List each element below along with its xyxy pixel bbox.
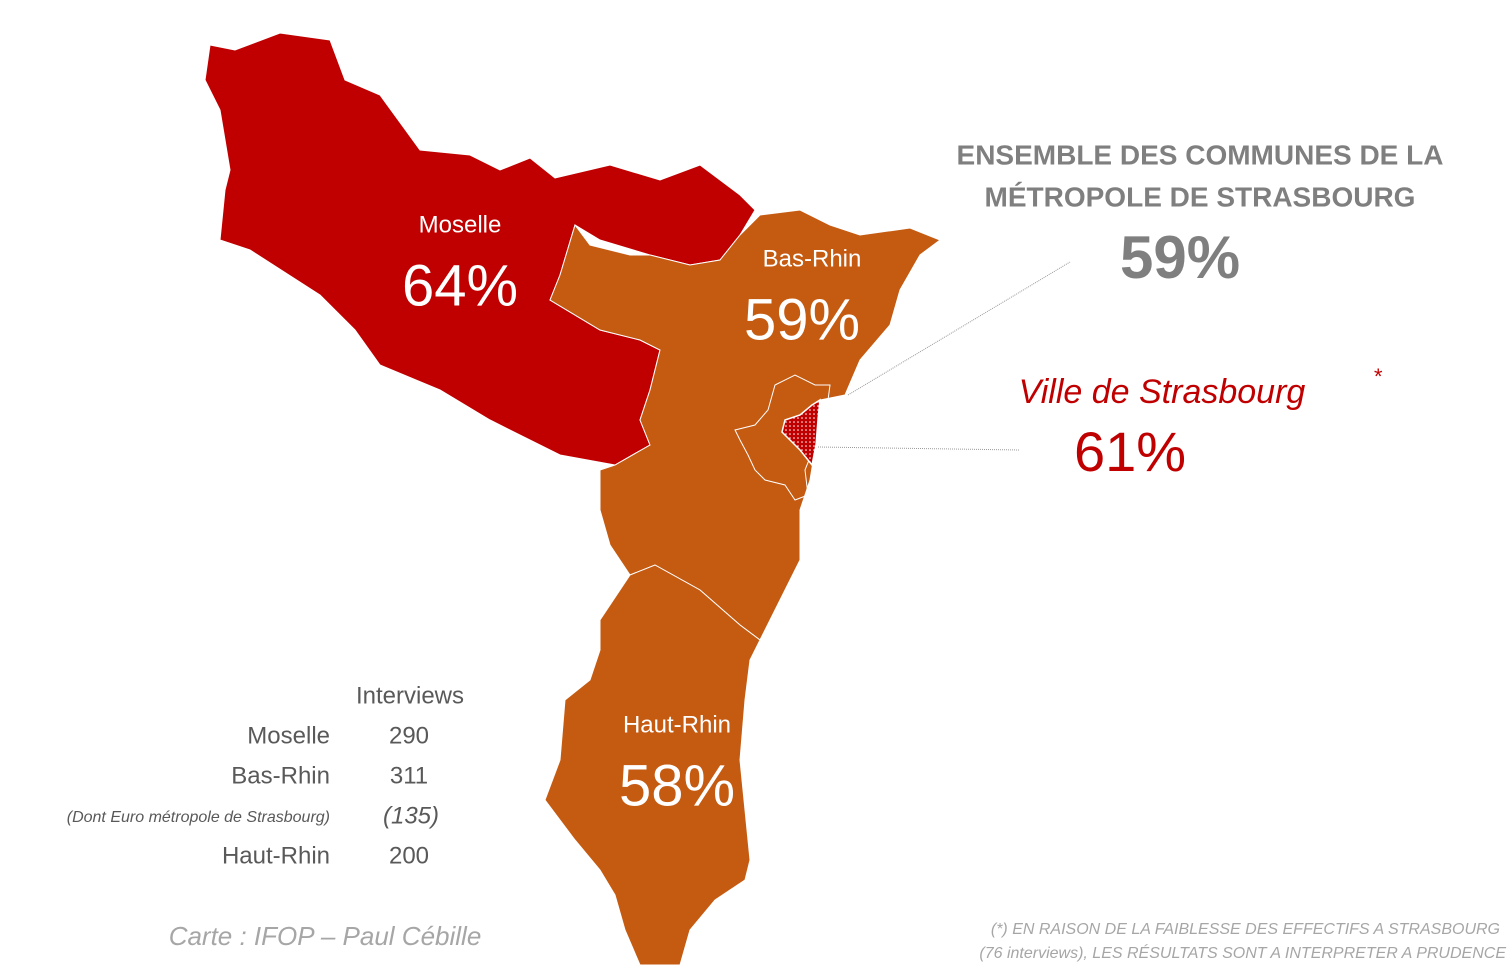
region-value: 64% xyxy=(402,253,518,318)
leader-line xyxy=(817,446,1021,451)
row-value: (135) xyxy=(383,802,439,829)
region-name: Bas-Rhin xyxy=(763,245,862,272)
region-name: Moselle xyxy=(419,211,502,238)
region-value: 58% xyxy=(619,753,735,818)
metropole-title: MÉTROPOLE DE STRASBOURG xyxy=(985,181,1416,212)
credit: Carte : IFOP – Paul Cébille xyxy=(169,921,482,951)
footnote: (76 interviews), LES RÉSULTATS SONT A IN… xyxy=(979,943,1506,962)
interviews-table: Interviews Moselle 290 Bas-Rhin 311 (Don… xyxy=(67,682,464,869)
table-header: Interviews xyxy=(356,682,464,709)
eurometropole-outline xyxy=(734,374,831,501)
metropole-value: 59% xyxy=(1120,224,1240,291)
footnote: (*) EN RAISON DE LA FAIBLESSE DES EFFECT… xyxy=(991,921,1500,938)
ville-value: 61% xyxy=(1074,420,1186,483)
row-value: 200 xyxy=(389,842,429,869)
strasbourg-city xyxy=(781,398,821,467)
bas-rhin-region xyxy=(549,209,942,641)
row-label: (Dont Euro métropole de Strasbourg) xyxy=(67,809,330,826)
row-label: Bas-Rhin xyxy=(231,762,330,789)
row-label: Moselle xyxy=(247,722,330,749)
row-label: Haut-Rhin xyxy=(222,842,330,869)
haut-rhin-region xyxy=(544,564,761,966)
metropole-title: ENSEMBLE DES COMMUNES DE LA xyxy=(957,139,1444,170)
row-value: 290 xyxy=(389,722,429,749)
ville-title: Ville de Strasbourg xyxy=(1019,373,1306,411)
region-name: Haut-Rhin xyxy=(623,711,731,738)
row-value: 311 xyxy=(390,762,428,789)
region-value: 59% xyxy=(744,287,860,352)
ville-asterisk: * xyxy=(1373,364,1383,389)
